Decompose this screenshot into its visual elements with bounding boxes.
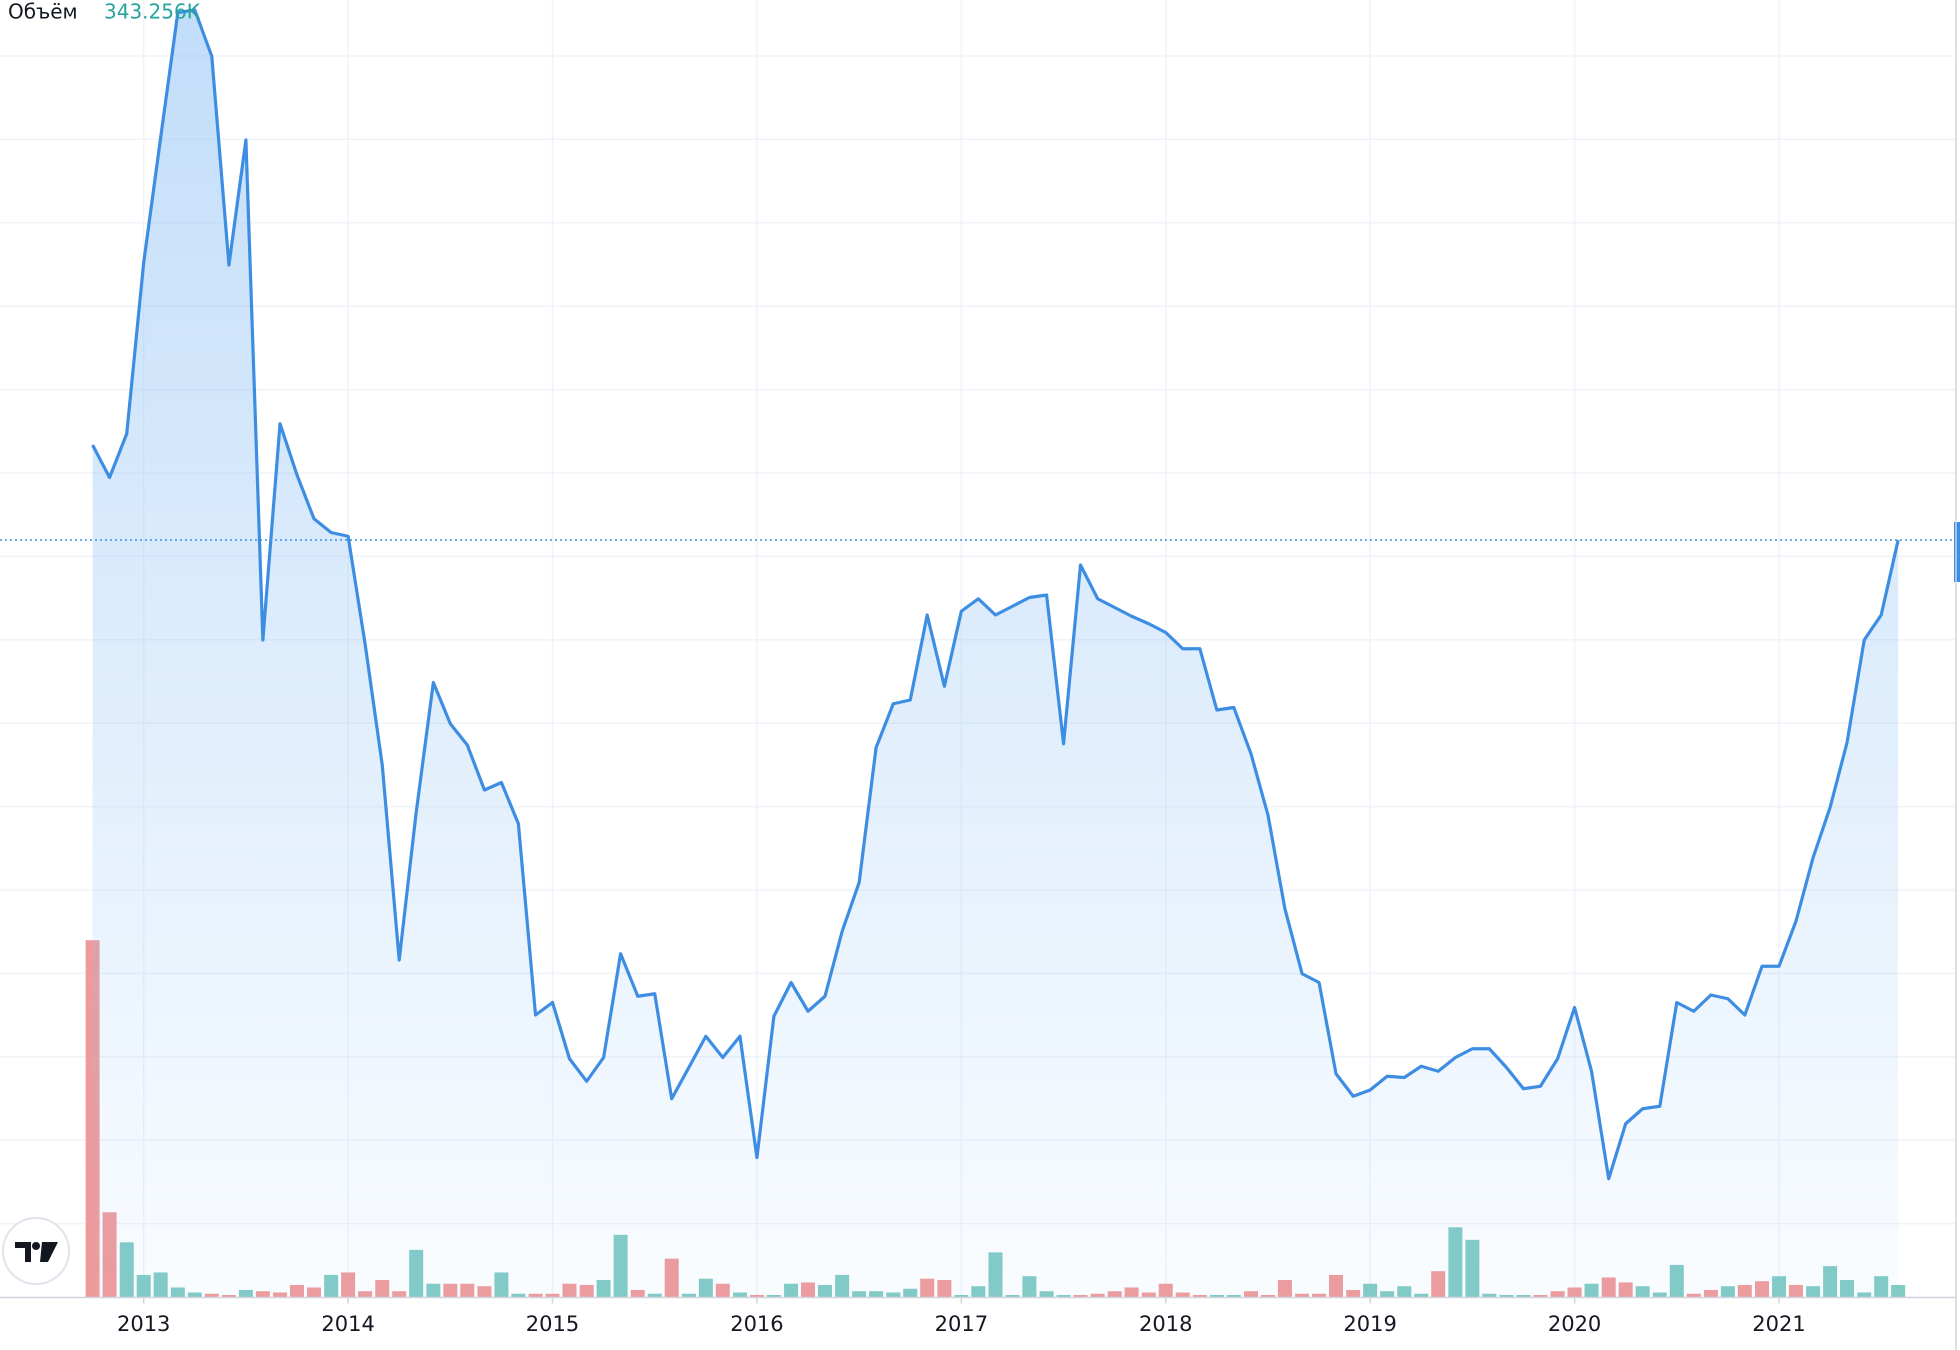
tradingview-logo[interactable] xyxy=(2,1217,70,1285)
x-tick-label: 2015 xyxy=(526,1312,579,1336)
logo-mark xyxy=(40,1242,58,1262)
area-fill xyxy=(92,10,1899,1298)
logo-mark xyxy=(15,1242,31,1262)
x-axis: 2013 2014 2015 2016 2017 2018 2019 2020 2021 xyxy=(117,1297,1806,1336)
volume-legend-value: 343.256K xyxy=(104,0,201,24)
x-tick-label: 2019 xyxy=(1343,1312,1396,1336)
price-line xyxy=(91,8,1900,1181)
x-tick-label: 2018 xyxy=(1139,1312,1192,1336)
x-tick-label: 2021 xyxy=(1752,1312,1805,1336)
last-price-marker xyxy=(1954,522,1960,582)
x-tick-label: 2016 xyxy=(730,1312,783,1336)
x-tick-label: 2013 xyxy=(117,1312,170,1336)
volume-legend-label: Объём xyxy=(8,0,78,24)
price-area xyxy=(0,8,1960,1298)
x-tick-label: 2017 xyxy=(935,1312,988,1336)
x-tick-label: 2014 xyxy=(321,1312,374,1336)
x-tick-label: 2020 xyxy=(1548,1312,1601,1336)
logo-circle xyxy=(2,1217,70,1285)
logo-dot xyxy=(32,1242,40,1250)
